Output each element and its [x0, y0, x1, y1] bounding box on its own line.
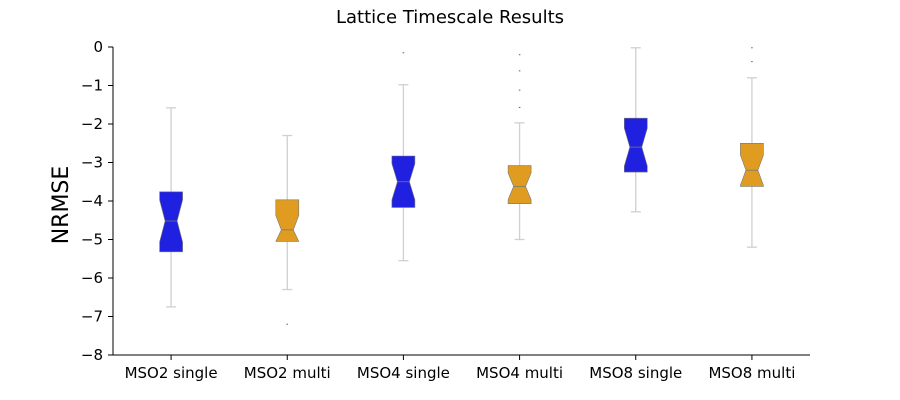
y-tick-label: −6	[81, 269, 103, 287]
x-tick-label: MSO2 single	[125, 364, 218, 382]
plot-area: 0 −1 −2 −3 −4 −5 −6 −7 −8 MSO2 single MSO2 multi MS…	[81, 38, 810, 382]
y-tick-label: −5	[81, 231, 103, 249]
x-tick-label: MSO8 multi	[708, 364, 795, 382]
box-body	[275, 199, 300, 242]
y-tick-label: −2	[81, 115, 103, 133]
chart-title: Lattice Timescale Results	[336, 7, 564, 28]
box-body	[159, 191, 183, 253]
box-body	[623, 117, 648, 173]
y-tick-label: −4	[81, 192, 103, 210]
x-tick-label: MSO4 single	[357, 364, 450, 382]
box-body	[740, 143, 764, 187]
x-tick-label: MSO4 multi	[476, 364, 563, 382]
x-tick-label: MSO2 multi	[244, 364, 331, 382]
box-body	[507, 165, 532, 204]
y-tick-label: −8	[81, 346, 103, 364]
y-tick-label: −3	[81, 154, 103, 172]
x-tick-label: MSO8 single	[589, 364, 682, 382]
y-tick-label: −1	[81, 77, 103, 95]
y-tick-label: 0	[93, 38, 103, 56]
y-axis-label: NRMSE	[49, 166, 74, 245]
y-tick-label: −7	[81, 308, 103, 326]
